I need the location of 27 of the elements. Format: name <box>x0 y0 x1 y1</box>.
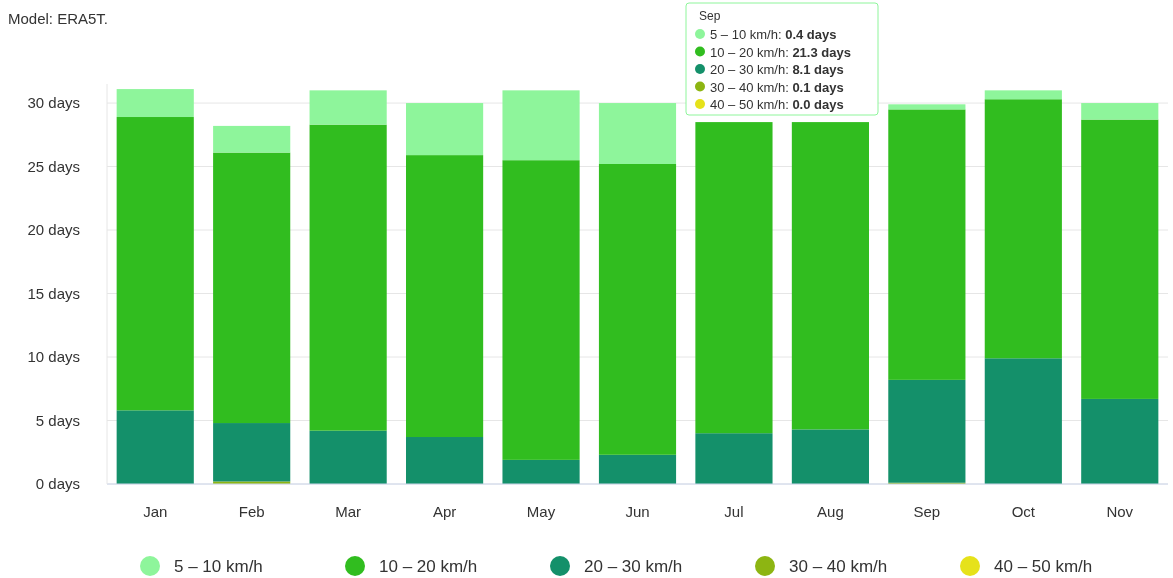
legend-label: 5 – 10 km/h <box>174 557 263 576</box>
x-tick-label: Sep <box>913 503 941 520</box>
y-tick-label: 25 days <box>27 157 80 175</box>
x-tick-label: Jul <box>724 503 744 520</box>
x-tick-label: Nov <box>1106 503 1134 520</box>
x-tick-label: Jun <box>625 503 650 520</box>
x-tick-label: Aug <box>817 503 844 520</box>
legend-label: 20 – 30 km/h <box>584 557 683 576</box>
annotation: 30 – 40 km/h: 0.1 days <box>710 79 844 95</box>
x-tick-label: Apr <box>432 503 457 520</box>
legend-label: 30 – 40 km/h <box>789 557 888 576</box>
x-tick-label: Oct <box>1011 503 1036 520</box>
x-tick-label: Mar <box>335 503 362 520</box>
x-tick-label: May <box>526 503 556 520</box>
legend-label: 40 – 50 km/h <box>994 557 1093 576</box>
y-tick-label: 5 days <box>35 411 80 429</box>
y-tick-label: 30 days <box>27 94 80 112</box>
x-tick-label: Jan <box>143 503 168 520</box>
y-tick-label: 0 days <box>35 475 80 492</box>
y-tick-label: 15 days <box>27 284 80 302</box>
chart-title: Model: ERA5T. <box>8 10 109 27</box>
annotation: 40 – 50 km/h: 0.0 days <box>710 97 844 112</box>
y-tick-label: 10 days <box>27 348 80 366</box>
tooltip-box: Sep 5 – 10 km/h: 0.4 days 10 – 20 km/h: 21.3 days 20 – 30 km/h: 8.1 days 30 – 40 km/h: 0.1 days 40 – 50 km/h: 0.0 days <box>685 2 879 116</box>
x-tick-label: Feb <box>238 503 265 520</box>
y-tick-label: 20 days <box>27 221 80 239</box>
legend-label: 10 – 20 km/h <box>379 557 478 576</box>
